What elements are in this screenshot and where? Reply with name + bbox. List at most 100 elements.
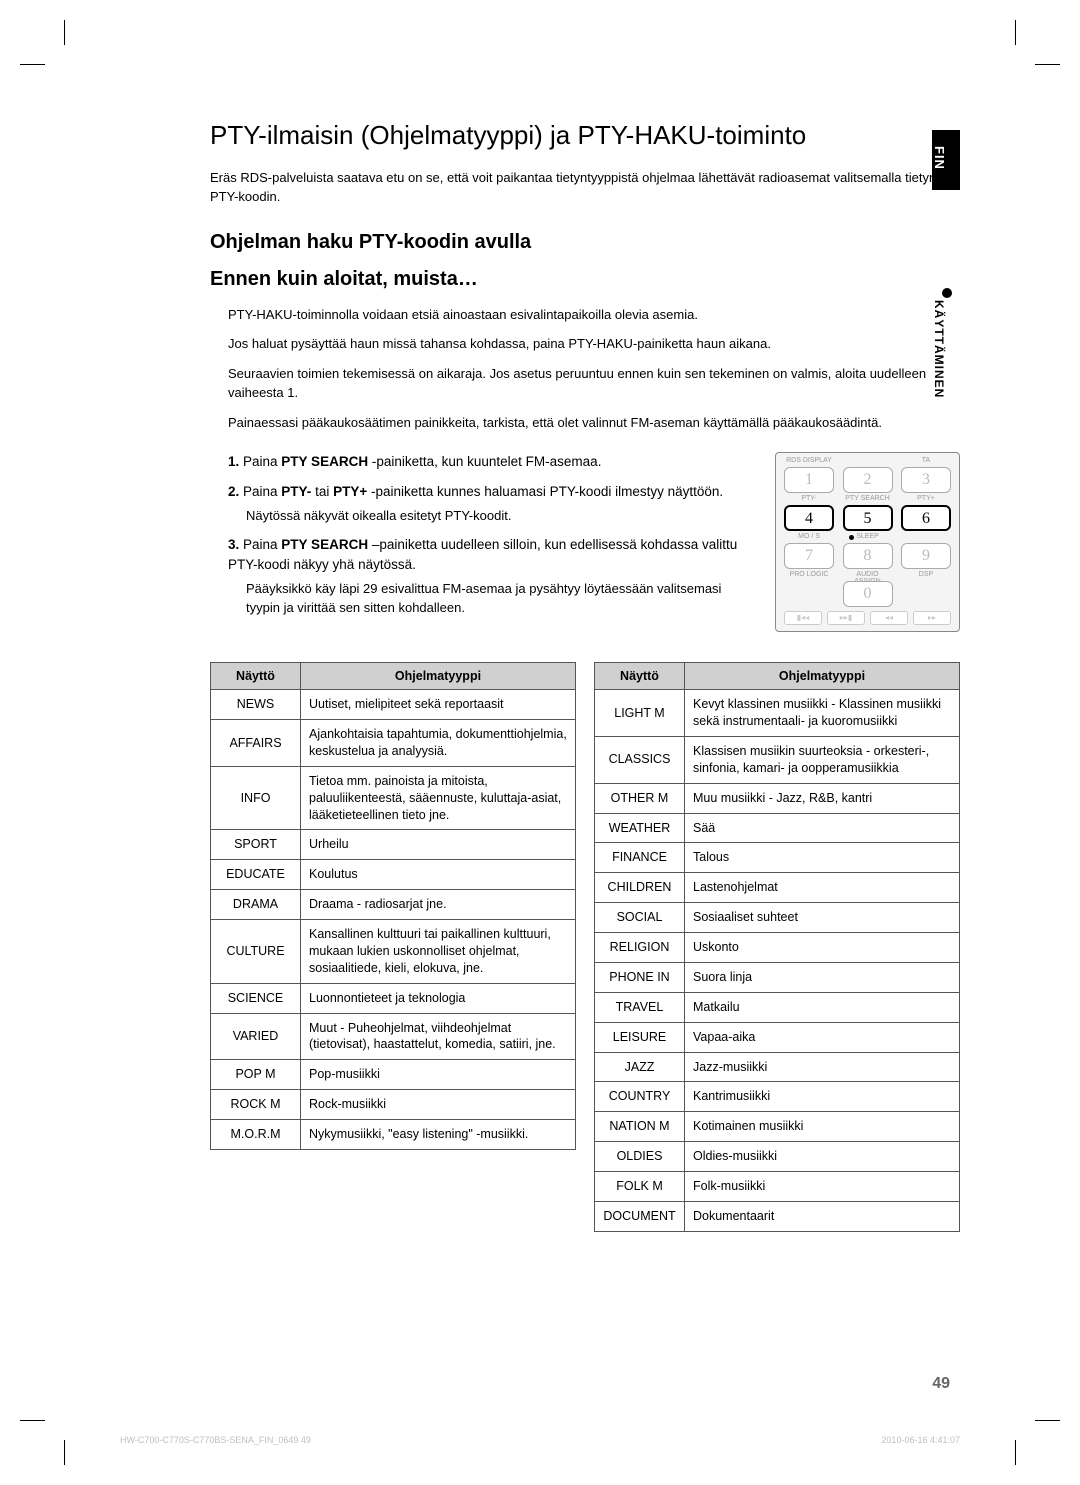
- table-row: VARIEDMuut - Puheohjelmat, viihdeohjelma…: [211, 1013, 576, 1060]
- pty-code: SOCIAL: [595, 903, 685, 933]
- pty-description: Folk-musiikki: [685, 1172, 960, 1202]
- pty-code: INFO: [211, 766, 301, 830]
- intro-text: Eräs RDS-palveluista saatava etu on se, …: [210, 169, 950, 207]
- pty-code: FOLK M: [595, 1172, 685, 1202]
- pty-description: Ajankohtaisia tapahtumia, dokumenttiohje…: [301, 720, 576, 767]
- remote-diagram: RDS DISPLAY TA 1 2 3 PTY- PTY SEARCH PTY…: [775, 452, 960, 632]
- table-row: OTHER MMuu musiikki - Jazz, R&B, kantri: [595, 783, 960, 813]
- remote-key-9: 9: [901, 543, 951, 569]
- pty-code: OTHER M: [595, 783, 685, 813]
- side-section-text: KÄYTTÄMINEN: [932, 300, 946, 398]
- pty-table-left: Näyttö Ohjelmatyyppi NEWSUutiset, mielip…: [210, 662, 576, 1150]
- pty-description: Kevyt klassinen musiikki - Klassinen mus…: [685, 690, 960, 737]
- remote-label: TA: [901, 457, 951, 464]
- table-header-display: Näyttö: [595, 663, 685, 690]
- pty-code: PHONE IN: [595, 962, 685, 992]
- steps-list: 1. Paina PTY SEARCH -painiketta, kun kuu…: [210, 452, 755, 632]
- pty-code: DRAMA: [211, 890, 301, 920]
- pty-code: FINANCE: [595, 843, 685, 873]
- pty-description: Kansallinen kulttuuri tai paikallinen ku…: [301, 920, 576, 984]
- pty-description: Koulutus: [301, 860, 576, 890]
- remote-key-8: 8: [843, 543, 893, 569]
- pty-code: JAZZ: [595, 1052, 685, 1082]
- pty-description: Dokumentaarit: [685, 1201, 960, 1231]
- pty-code: EDUCATE: [211, 860, 301, 890]
- table-row: DOCUMENTDokumentaarit: [595, 1201, 960, 1231]
- table-row: JAZZJazz-musiikki: [595, 1052, 960, 1082]
- table-row: ROCK MRock-musiikki: [211, 1090, 576, 1120]
- remote-transport-key: ▮◂◂: [784, 611, 822, 625]
- table-row: SOCIALSosiaaliset suhteet: [595, 903, 960, 933]
- remote-label: PTY SEARCH: [843, 495, 893, 502]
- pty-description: Lastenohjelmat: [685, 873, 960, 903]
- side-bullet-icon: [942, 288, 952, 298]
- pty-code: NATION M: [595, 1112, 685, 1142]
- remote-label: PTY+: [901, 495, 951, 502]
- pty-description: Kotimainen musiikki: [685, 1112, 960, 1142]
- table-row: PHONE INSuora linja: [595, 962, 960, 992]
- table-row: LEISUREVapaa-aika: [595, 1022, 960, 1052]
- pty-description: Uskonto: [685, 933, 960, 963]
- table-row: TRAVELMatkailu: [595, 992, 960, 1022]
- pty-description: Draama - radiosarjat jne.: [301, 890, 576, 920]
- pty-code: WEATHER: [595, 813, 685, 843]
- before-item: PTY-HAKU-toiminnolla voidaan etsiä ainoa…: [228, 305, 950, 325]
- pty-code: CHILDREN: [595, 873, 685, 903]
- table-row: POP MPop-musiikki: [211, 1060, 576, 1090]
- table-row: AFFAIRSAjankohtaisia tapahtumia, dokumen…: [211, 720, 576, 767]
- remote-key-6: 6: [901, 505, 951, 531]
- footer-timestamp: 2010-06-16 4:41:07: [881, 1435, 960, 1445]
- crop-mark: [1015, 1440, 1016, 1465]
- remote-key-0: 0: [843, 581, 893, 607]
- pty-code: CULTURE: [211, 920, 301, 984]
- pty-code: ROCK M: [211, 1090, 301, 1120]
- table-row: FOLK MFolk-musiikki: [595, 1172, 960, 1202]
- pty-description: Sosiaaliset suhteet: [685, 903, 960, 933]
- remote-key-3: 3: [901, 467, 951, 493]
- section-heading: Ohjelman haku PTY-koodin avulla: [210, 231, 960, 254]
- remote-key-2: 2: [843, 467, 893, 493]
- table-row: CHILDRENLastenohjelmat: [595, 873, 960, 903]
- page-title: PTY-ilmaisin (Ohjelmatyyppi) ja PTY-HAKU…: [210, 120, 960, 151]
- pty-description: Klassisen musiikin suurteoksia - orkeste…: [685, 736, 960, 783]
- remote-label: PTY-: [784, 495, 834, 502]
- pty-code: AFFAIRS: [211, 720, 301, 767]
- pty-description: Nykymusiikki, "easy listening" -musiikki…: [301, 1120, 576, 1150]
- page-number: 49: [932, 1375, 950, 1393]
- step-item: 3. Paina PTY SEARCH –painiketta uudellee…: [228, 535, 755, 618]
- remote-label: SLEEP: [843, 533, 893, 540]
- table-row: RELIGIONUskonto: [595, 933, 960, 963]
- side-tab-label: FIN: [932, 130, 947, 170]
- step-item: 1. Paina PTY SEARCH -painiketta, kun kuu…: [228, 452, 755, 472]
- pty-tables: Näyttö Ohjelmatyyppi NEWSUutiset, mielip…: [210, 662, 960, 1232]
- pty-description: Uutiset, mielipiteet sekä reportaasit: [301, 690, 576, 720]
- table-row: OLDIESOldies-musiikki: [595, 1142, 960, 1172]
- crop-mark: [1035, 64, 1060, 65]
- pty-description: Kantrimusiikki: [685, 1082, 960, 1112]
- table-header-display: Näyttö: [211, 663, 301, 690]
- remote-key-4: 4: [784, 505, 834, 531]
- step-item: 2. Paina PTY- tai PTY+ -painiketta kunne…: [228, 482, 755, 525]
- remote-label: RDS DISPLAY: [784, 457, 834, 464]
- pty-code: OLDIES: [595, 1142, 685, 1172]
- crop-mark: [64, 1440, 65, 1465]
- pty-description: Urheilu: [301, 830, 576, 860]
- table-header-type: Ohjelmatyyppi: [301, 663, 576, 690]
- pty-description: Oldies-musiikki: [685, 1142, 960, 1172]
- pty-description: Sää: [685, 813, 960, 843]
- pty-description: Rock-musiikki: [301, 1090, 576, 1120]
- pty-code: CLASSICS: [595, 736, 685, 783]
- table-row: DRAMADraama - radiosarjat jne.: [211, 890, 576, 920]
- pty-code: LIGHT M: [595, 690, 685, 737]
- pty-description: Luonnontieteet ja teknologia: [301, 983, 576, 1013]
- pty-description: Tietoa mm. painoista ja mitoista, paluul…: [301, 766, 576, 830]
- table-row: M.O.R.MNykymusiikki, "easy listening" -m…: [211, 1120, 576, 1150]
- table-row: WEATHERSää: [595, 813, 960, 843]
- remote-key-7: 7: [784, 543, 834, 569]
- pty-code: TRAVEL: [595, 992, 685, 1022]
- pty-description: Vapaa-aika: [685, 1022, 960, 1052]
- table-row: COUNTRYKantrimusiikki: [595, 1082, 960, 1112]
- table-row: SCIENCELuonnontieteet ja teknologia: [211, 983, 576, 1013]
- table-row: NEWSUutiset, mielipiteet sekä reportaasi…: [211, 690, 576, 720]
- side-section-label: KÄYTTÄMINEN: [932, 300, 960, 403]
